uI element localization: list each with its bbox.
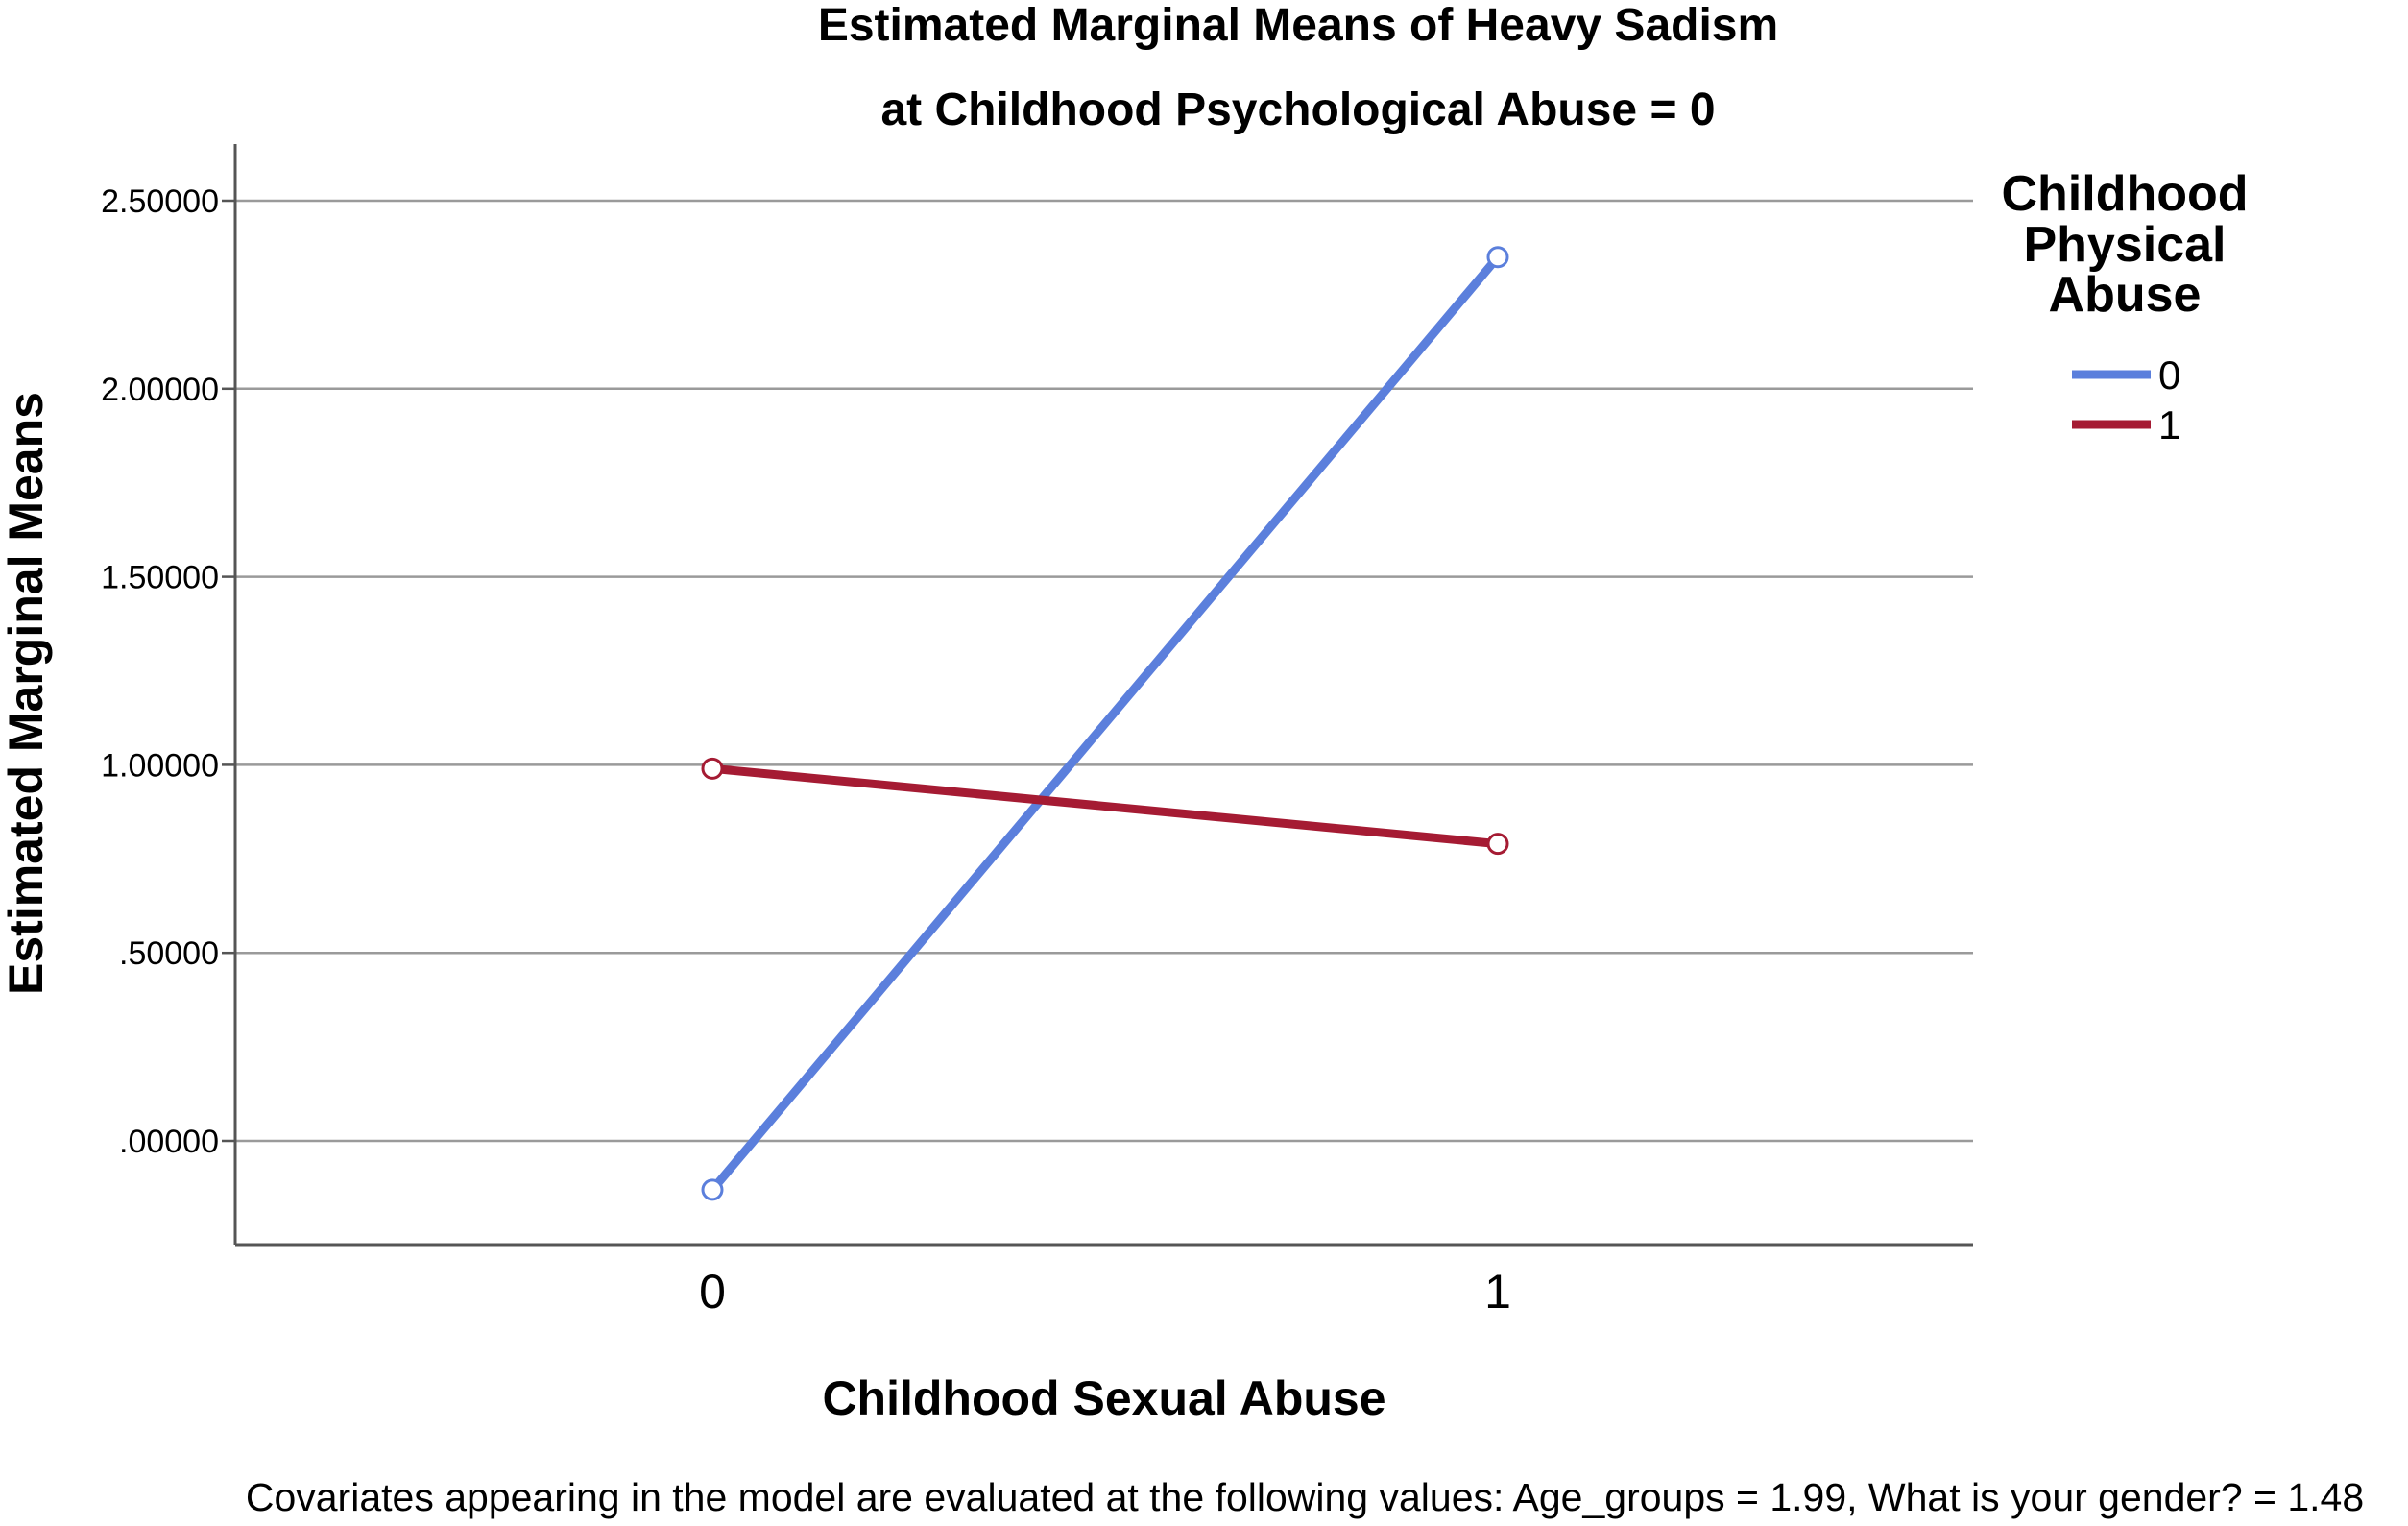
chart-title: Estimated Marginal Means of Heavy Sadism [818,0,1778,51]
y-axis-title: Estimated Marginal Means [0,392,53,995]
x-tick-label: 1 [1484,1265,1511,1319]
data-point-marker [1486,246,1509,269]
legend-label: 0 [2158,352,2180,398]
y-tick-label: .00000 [119,1124,219,1160]
covariates-footnote: Covariates appearing in the model are ev… [246,1475,2364,1519]
legend: Childhood Physical Abuse 01 [2001,166,2248,448]
plot-series [701,246,1509,1201]
legend-label: 1 [2158,402,2180,448]
y-tick-label: 2.50000 [101,183,219,220]
legend-title-line-3: Abuse [2049,267,2202,323]
gridlines [235,199,1973,1143]
x-axis-title: Childhood Sexual Abuse [822,1371,1385,1425]
data-point-marker [1486,833,1509,856]
y-tick-label: 2.00000 [101,372,219,408]
series-line-1 [708,763,1503,849]
y-tick-label: 1.00000 [101,747,219,784]
legend-entries: 01 [2072,352,2180,448]
y-tick-label: .50000 [119,935,219,972]
series-line-0 [708,253,1503,1195]
y-tick-label: 1.50000 [101,560,219,596]
legend-title-line-2: Physical [2023,217,2226,273]
data-point-marker [701,757,724,780]
chart-subtitle: at Childhood Psychological Abuse = 0 [880,85,1715,135]
legend-title-line-1: Childhood [2001,166,2248,222]
y-axis-ticks: .00000 .50000 1.00000 1.50000 2.00000 2.50000 [101,183,235,1160]
x-tick-label: 0 [699,1265,726,1319]
data-point-marker [701,1178,724,1201]
